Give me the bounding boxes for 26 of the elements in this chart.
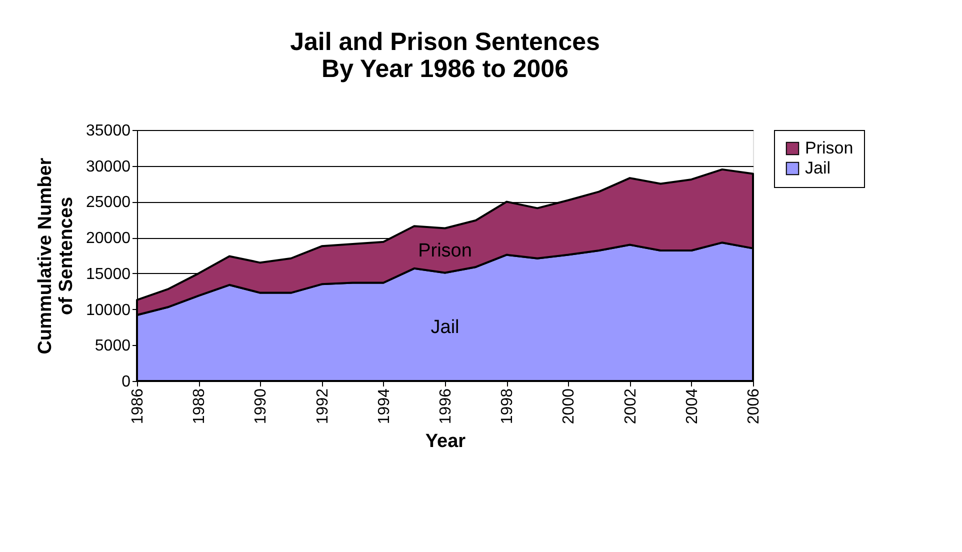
y-tick-label: 10000 [86, 302, 131, 319]
y-tick-label: 5000 [94, 338, 131, 355]
y-tick-label: 20000 [86, 230, 131, 248]
x-tick-label: 1992 [314, 388, 332, 424]
y-tick-label: 15000 [86, 266, 131, 283]
y-tick-label: 35000 [86, 122, 131, 140]
legend-label: Jail [805, 158, 831, 178]
x-tick-label: 2000 [560, 388, 578, 424]
x-tick-label: 2004 [684, 388, 701, 424]
y-axis-title: Cummulative Number of Sentences [35, 157, 78, 354]
y-tick-label: 30000 [86, 158, 131, 176]
y-tick-label: 0 [122, 374, 131, 390]
x-tick-label: 1986 [130, 388, 146, 424]
x-tick-label: 2002 [622, 388, 640, 424]
chart-title: Jail and Prison Sentences By Year 1986 to 2006 [290, 28, 600, 83]
x-axis-title: Year [425, 431, 466, 452]
x-tick-label: 1996 [438, 388, 454, 424]
x-tick-label: 1994 [376, 388, 393, 424]
x-tick-label: 1990 [252, 388, 270, 424]
y-tick-label: 25000 [86, 194, 131, 212]
x-tick-label: 1988 [191, 388, 208, 424]
text: Jail [430, 316, 460, 338]
x-tick-label: 1998 [499, 388, 516, 424]
text: Prison [418, 240, 472, 262]
x-tick-label: 2006 [746, 388, 762, 424]
legend-label: Prison [805, 138, 854, 158]
